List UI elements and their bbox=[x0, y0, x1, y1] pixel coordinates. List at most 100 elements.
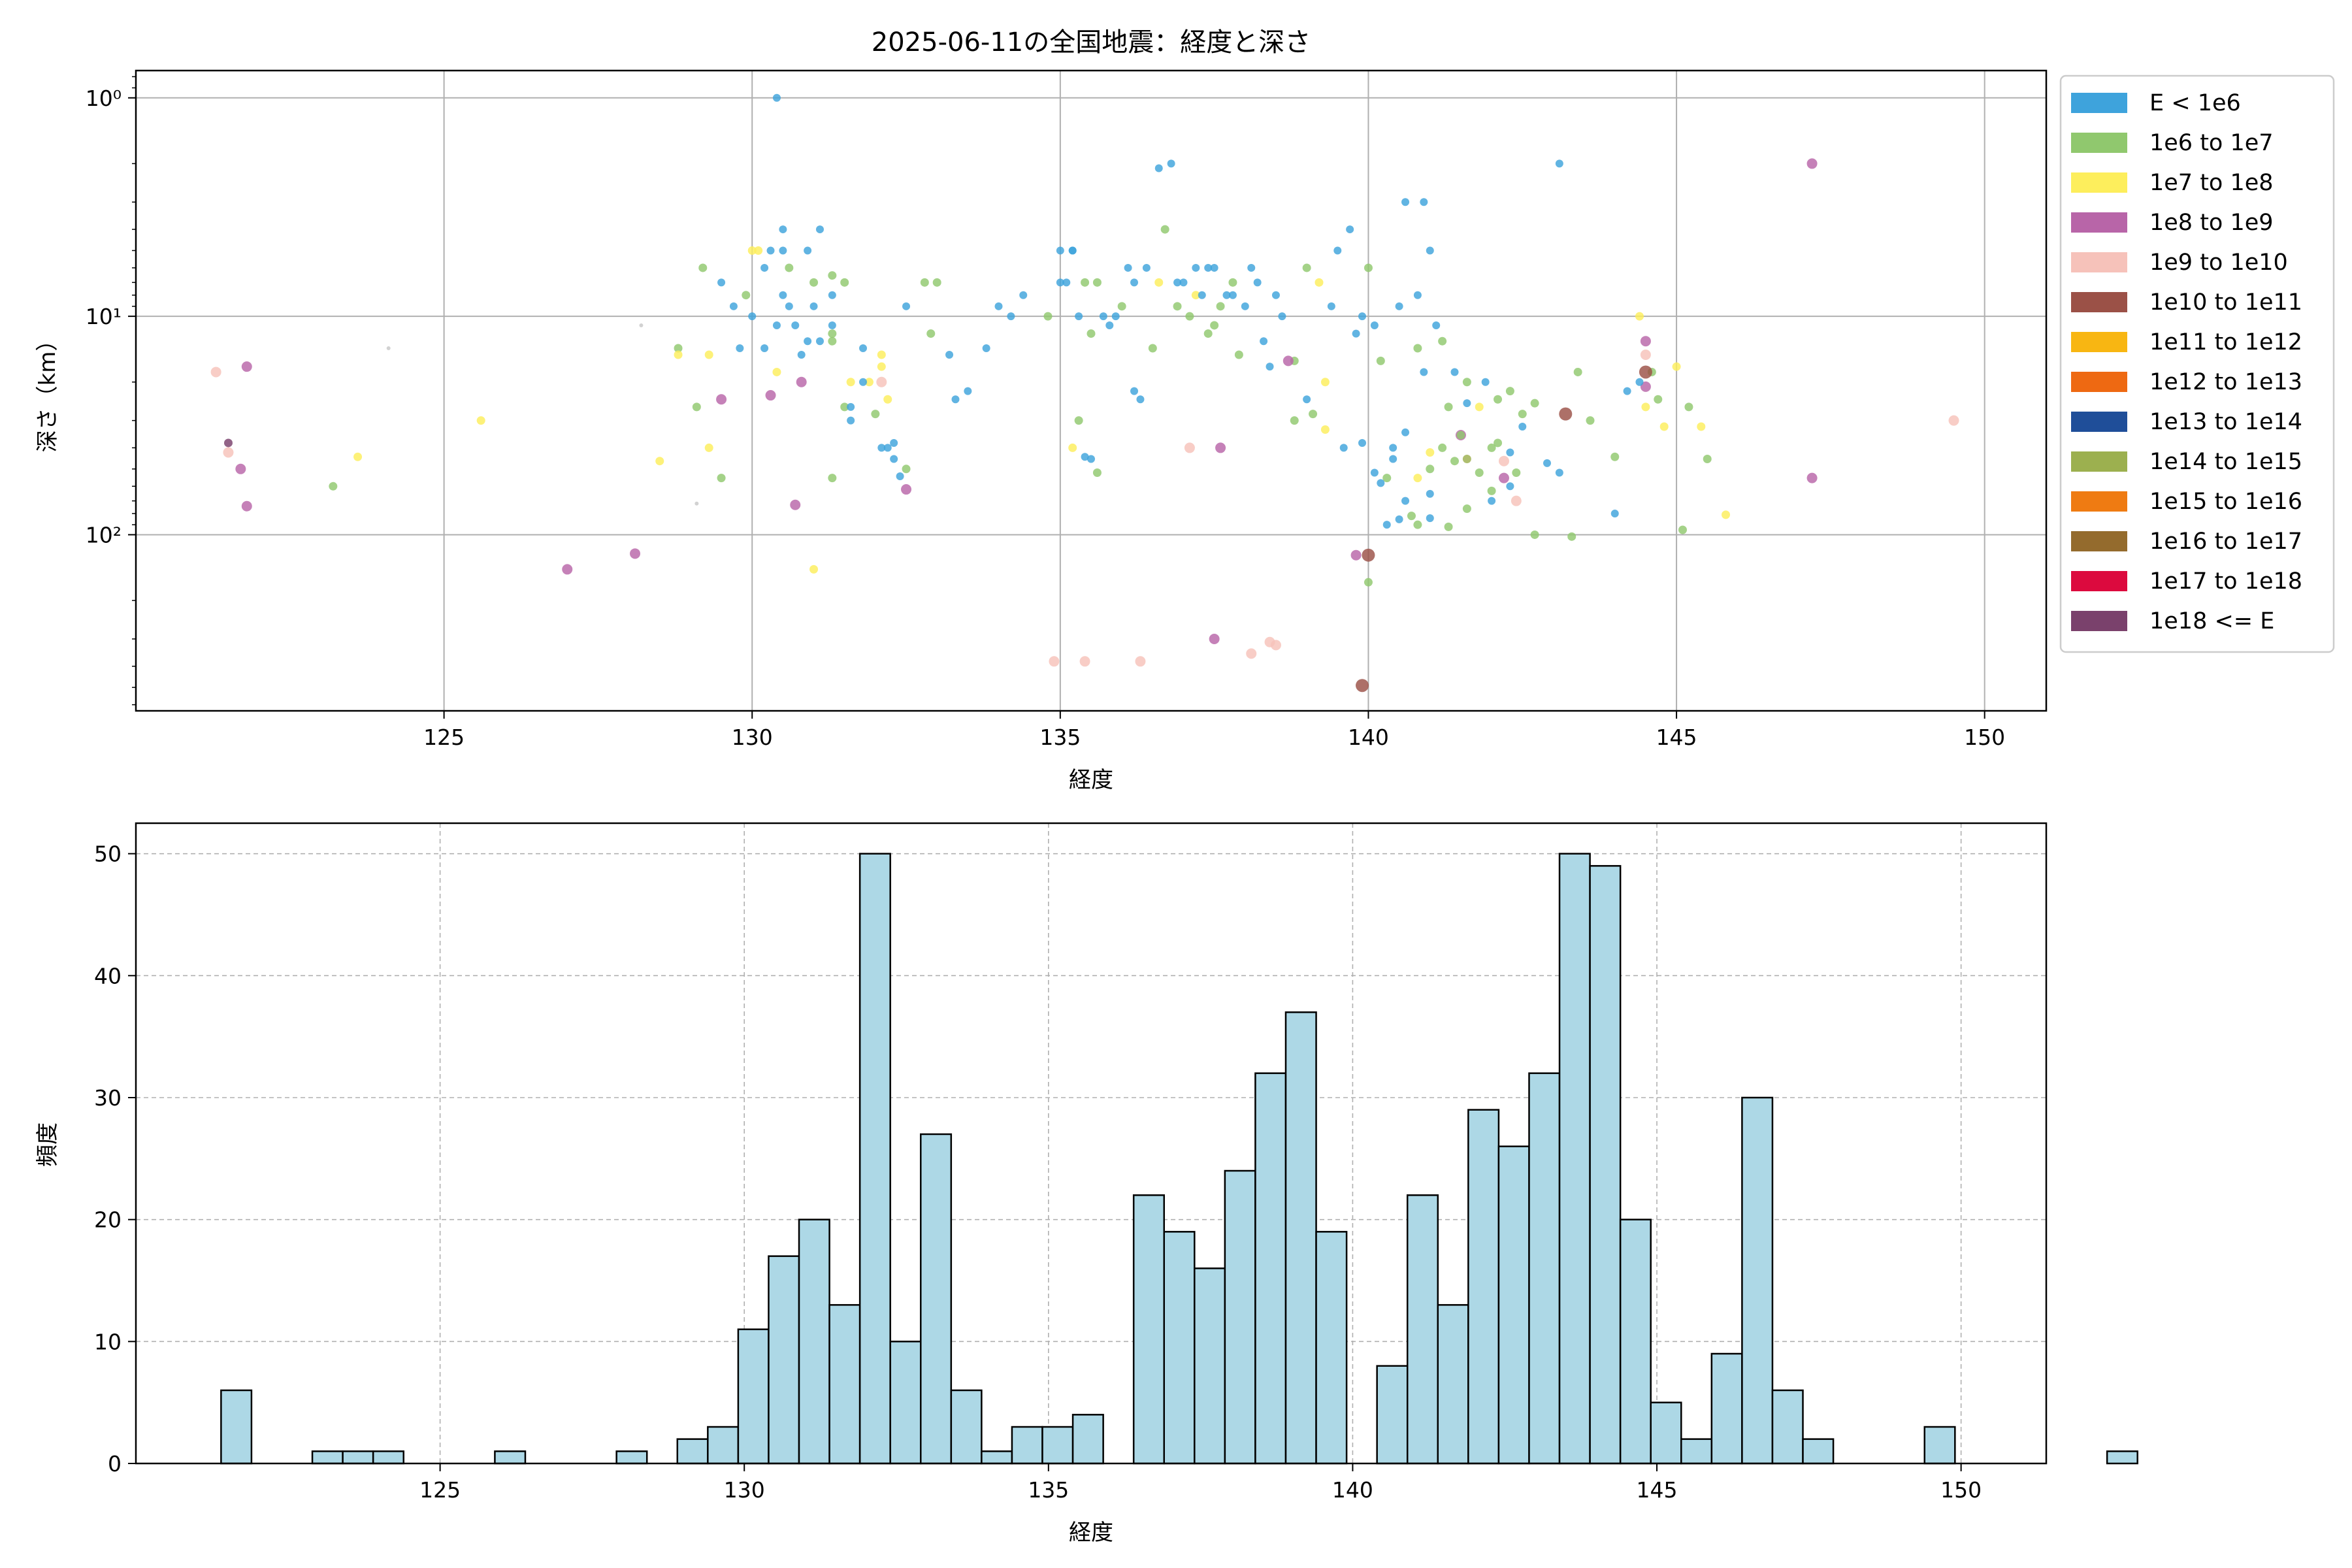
scatter-point bbox=[828, 271, 837, 280]
scatter-point bbox=[655, 457, 664, 466]
scatter-point bbox=[1505, 387, 1514, 396]
histogram-bar bbox=[981, 1450, 1013, 1465]
legend-label: 1e9 to 1e10 bbox=[2149, 250, 2288, 276]
histogram-bar bbox=[1619, 1218, 1652, 1465]
scatter-point bbox=[785, 302, 793, 310]
scatter-point bbox=[1487, 443, 1496, 452]
scatter-point bbox=[1079, 656, 1090, 667]
histogram-bar bbox=[1406, 1194, 1439, 1465]
scatter-point bbox=[1462, 378, 1471, 387]
legend-label: 1e14 to 1e15 bbox=[2149, 449, 2302, 475]
histogram-bar bbox=[1315, 1231, 1348, 1465]
scatter-point bbox=[717, 474, 726, 483]
legend-swatch bbox=[2071, 172, 2127, 193]
histogram-y-tick-label: 0 bbox=[108, 1451, 122, 1477]
scatter-point bbox=[951, 395, 960, 404]
scatter-point bbox=[1081, 278, 1090, 287]
scatter-point bbox=[1530, 530, 1539, 539]
scatter-point bbox=[1173, 302, 1182, 311]
histogram-plot-frame bbox=[135, 822, 2048, 1465]
legend-frame bbox=[2059, 74, 2335, 653]
scatter-point bbox=[809, 278, 819, 287]
scatter-point bbox=[1364, 578, 1373, 587]
scatter-point bbox=[1426, 514, 1434, 523]
scatter-point bbox=[1111, 312, 1120, 321]
scatter-point bbox=[1043, 312, 1053, 321]
legend-label: 1e15 to 1e16 bbox=[2149, 489, 2302, 515]
scatter-point bbox=[1498, 455, 1509, 466]
scatter-point bbox=[1401, 428, 1410, 436]
histogram-bar bbox=[1923, 1426, 1956, 1465]
scatter-point bbox=[1426, 448, 1435, 457]
legend-swatch bbox=[2071, 133, 2127, 153]
scatter-point bbox=[1148, 344, 1157, 353]
scatter-point bbox=[1530, 399, 1539, 408]
scatter-point bbox=[1075, 312, 1083, 321]
scatter-point bbox=[747, 246, 757, 255]
scatter-point bbox=[1303, 395, 1311, 404]
scatter-point bbox=[766, 246, 775, 255]
scatter-point bbox=[1203, 329, 1213, 338]
scatter-point bbox=[729, 302, 738, 310]
scatter-point bbox=[765, 390, 776, 401]
histogram-y-tick-label: 50 bbox=[94, 841, 122, 867]
scatter-point bbox=[717, 278, 726, 287]
scatter-point bbox=[1573, 367, 1582, 376]
scatter-point bbox=[223, 438, 233, 448]
scatter-point bbox=[945, 350, 954, 359]
scatter-point bbox=[772, 321, 781, 329]
scatter-point bbox=[754, 246, 763, 255]
legend-swatch bbox=[2071, 571, 2127, 591]
scatter-point bbox=[1382, 521, 1391, 529]
scatter-point bbox=[1413, 291, 1422, 299]
scatter-point bbox=[828, 291, 836, 299]
histogram-bar bbox=[1589, 865, 1622, 1465]
scatter-point bbox=[1358, 438, 1367, 447]
scatter-point bbox=[1271, 291, 1280, 299]
scatter-point bbox=[896, 472, 904, 480]
scatter-point bbox=[877, 362, 886, 371]
histogram-bar bbox=[950, 1389, 983, 1465]
scatter-point bbox=[1228, 278, 1237, 287]
histogram-y-tick-label: 30 bbox=[94, 1085, 122, 1111]
scatter-x-tick-label: 140 bbox=[1348, 725, 1389, 750]
scatter-point bbox=[797, 350, 806, 359]
histogram-bar bbox=[828, 1304, 861, 1465]
scatter-point bbox=[1192, 263, 1200, 272]
histogram-bar bbox=[1528, 1072, 1561, 1465]
histogram-y-tick-label: 20 bbox=[94, 1207, 122, 1233]
scatter-point bbox=[1234, 350, 1243, 359]
scatter-x-tick-label: 150 bbox=[1964, 725, 2005, 750]
scatter-point bbox=[1362, 548, 1375, 562]
histogram-bars bbox=[220, 853, 2138, 1465]
histogram-bar bbox=[1558, 853, 1591, 1465]
scatter-point bbox=[1475, 468, 1484, 478]
histogram-x-tick-label: 140 bbox=[1332, 1477, 1373, 1503]
scatter-point bbox=[902, 465, 911, 474]
scatter-point bbox=[815, 337, 824, 346]
scatter-title: 2025-06-11の全国地震：経度と深さ bbox=[872, 27, 1311, 57]
scatter-x-ticks: 125 130 135 140 145 150 bbox=[423, 711, 2005, 750]
scatter-x-tick-label: 135 bbox=[1039, 725, 1081, 750]
scatter-point bbox=[1007, 312, 1015, 321]
scatter-point bbox=[1438, 336, 1447, 346]
scatter-point bbox=[1610, 510, 1619, 518]
scatter-point bbox=[1555, 468, 1563, 477]
scatter-point bbox=[1659, 422, 1669, 431]
scatter-x-tick-label: 145 bbox=[1656, 725, 1697, 750]
scatter-point bbox=[1105, 321, 1114, 329]
scatter-point bbox=[1722, 510, 1731, 519]
scatter-point bbox=[859, 344, 868, 352]
scatter-point bbox=[1087, 455, 1095, 463]
scatter-point bbox=[1635, 312, 1644, 321]
scatter-point bbox=[790, 499, 801, 510]
legend-swatch bbox=[2071, 372, 2127, 392]
histogram-bar bbox=[1224, 1169, 1256, 1465]
scatter-point bbox=[1382, 474, 1392, 483]
scatter-point bbox=[772, 93, 781, 102]
scatter-point bbox=[1320, 425, 1330, 434]
scatter-point bbox=[871, 410, 880, 419]
scatter-point bbox=[1210, 321, 1219, 330]
histogram-x-tick-label: 135 bbox=[1028, 1477, 1069, 1503]
histogram-bar bbox=[737, 1328, 770, 1465]
